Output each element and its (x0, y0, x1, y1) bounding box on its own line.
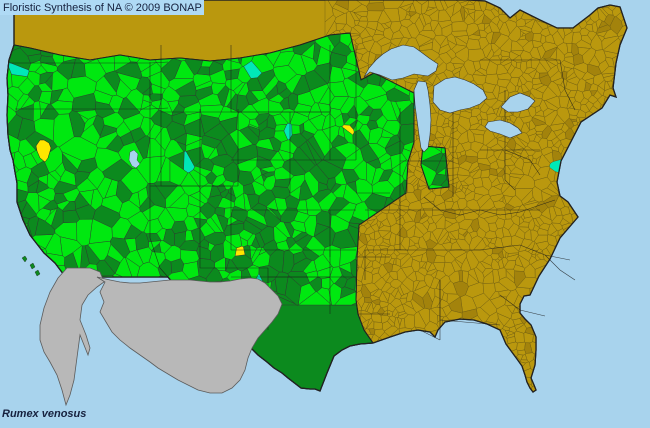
svg-text:Floristic Synthesis of NA © 20: Floristic Synthesis of NA © 2009 BONAP (3, 2, 202, 14)
svg-text:Rumex venosus: Rumex venosus (2, 408, 86, 420)
